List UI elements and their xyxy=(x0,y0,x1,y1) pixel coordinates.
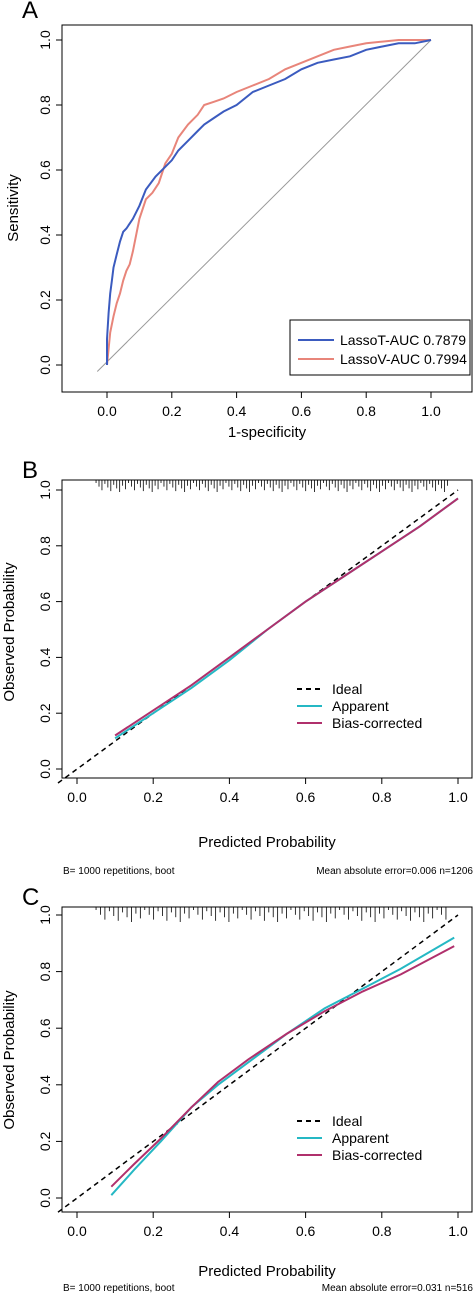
bias-corrected-line xyxy=(114,497,459,737)
legend-box xyxy=(289,319,471,376)
series-line-lassov xyxy=(106,39,431,366)
legend-label-ideal: Ideal xyxy=(332,681,362,697)
calibration-panel-training: 0.0 0.2 0.4 0.6 0.8 1.0 0.0 0.2 0.4 0.6 0.8 1.0 Pr… xyxy=(1,479,473,877)
reference-diagonal xyxy=(96,39,432,372)
x-axis-label: 1-specificity xyxy=(228,424,307,441)
x-axis: 0.0 0.2 0.4 0.6 0.8 1.0 xyxy=(67,1212,468,1239)
x-tick-label: 0.6 xyxy=(292,403,312,419)
y-tick-label: 1.0 xyxy=(37,480,53,500)
x-tick-label: 0.2 xyxy=(162,403,182,419)
y-tick-label: 0.6 xyxy=(37,592,53,612)
legend: Ideal Apparent Bias-corrected xyxy=(297,1113,422,1163)
footnote-right: Mean absolute error=0.031 n=516 xyxy=(322,1283,474,1294)
y-tick-label: 0.0 xyxy=(37,759,53,779)
x-tick-label: 0.4 xyxy=(220,1223,240,1239)
y-tick-label: 0.4 xyxy=(37,1075,53,1095)
plot-frame xyxy=(61,906,473,1213)
legend-label-bias-corrected: Bias-corrected xyxy=(332,715,422,731)
footnote-left: B= 1000 repetitions, boot xyxy=(63,1283,175,1294)
panel-label-b: B xyxy=(22,457,38,484)
x-tick-label: 0.0 xyxy=(67,1223,87,1239)
x-tick-label: 0.8 xyxy=(356,403,376,419)
y-tick-label: 0.4 xyxy=(37,647,53,667)
legend-label-bias-corrected: Bias-corrected xyxy=(332,1147,422,1163)
x-tick-label: 0.2 xyxy=(143,789,163,805)
rug-marks xyxy=(95,907,447,922)
y-tick-label: 1.0 xyxy=(37,30,53,50)
legend-label-apparent: Apparent xyxy=(332,1130,389,1146)
y-axis-label: Sensitivity xyxy=(5,174,22,242)
y-tick-label: 0.8 xyxy=(37,95,53,115)
y-tick-label: 0.2 xyxy=(37,1131,53,1151)
bias-corrected-line xyxy=(110,945,455,1188)
y-tick-label: 0.8 xyxy=(37,962,53,982)
x-tick-label: 0.4 xyxy=(227,403,247,419)
x-axis: 0.0 0.2 0.4 0.6 0.8 1.0 xyxy=(97,392,441,419)
y-tick-label: 0.6 xyxy=(37,1018,53,1038)
y-tick-label: 0.2 xyxy=(37,703,53,723)
x-tick-label: 1.0 xyxy=(448,789,468,805)
y-tick-label: 1.0 xyxy=(37,905,53,925)
x-tick-label: 0.0 xyxy=(67,789,87,805)
x-tick-label: 0.6 xyxy=(296,1223,316,1239)
legend-label-lassov: LassoV-AUC 0.7994 xyxy=(340,351,467,367)
x-tick-label: 0.8 xyxy=(372,1223,392,1239)
panel-label-c: C xyxy=(22,884,39,911)
x-axis-label: Predicted Probability xyxy=(198,834,336,851)
legend: Ideal Apparent Bias-corrected xyxy=(297,681,422,731)
rug-marks xyxy=(95,480,448,492)
plot-frame xyxy=(61,24,473,393)
x-tick-label: 0.6 xyxy=(296,789,316,805)
ideal-line xyxy=(57,914,459,1213)
y-tick-label: 0.0 xyxy=(37,1188,53,1208)
legend-label-lassot: LassoT-AUC 0.7879 xyxy=(340,332,466,348)
series-line-lassot xyxy=(106,39,432,365)
y-tick-label: 0.8 xyxy=(37,536,53,556)
x-tick-label: 0.2 xyxy=(143,1223,163,1239)
footnote-left: B= 1000 repetitions, boot xyxy=(63,866,175,877)
x-tick-label: 1.0 xyxy=(448,1223,468,1239)
y-tick-label: 0.2 xyxy=(37,290,53,310)
y-tick-label: 0.6 xyxy=(37,160,53,180)
roc-panel: 0.0 0.2 0.4 0.6 0.8 1.0 0.0 0.2 0.4 0.6 0.8 1.0 1-… xyxy=(5,24,473,441)
apparent-line xyxy=(110,936,455,1196)
y-axis: 0.0 0.2 0.4 0.6 0.8 1.0 xyxy=(37,480,62,779)
y-axis: 0.0 0.2 0.4 0.6 0.8 1.0 xyxy=(37,905,62,1208)
footnote-right: Mean absolute error=0.006 n=1206 xyxy=(316,866,473,877)
x-axis-label: Predicted Probability xyxy=(198,1263,336,1280)
legend-label-apparent: Apparent xyxy=(332,698,389,714)
x-tick-label: 0.4 xyxy=(220,789,240,805)
x-tick-label: 1.0 xyxy=(421,403,441,419)
x-axis: 0.0 0.2 0.4 0.6 0.8 1.0 xyxy=(67,778,468,805)
panel-label-a: A xyxy=(22,0,38,24)
x-tick-label: 0.8 xyxy=(372,789,392,805)
y-tick-label: 0.4 xyxy=(37,225,53,245)
y-axis-label: Observed Probability xyxy=(1,990,18,1130)
legend-label-ideal: Ideal xyxy=(332,1113,362,1129)
y-axis: 0.0 0.2 0.4 0.6 0.8 1.0 xyxy=(37,30,62,375)
legend: LassoT-AUC 0.7879 LassoV-AUC 0.7994 xyxy=(289,319,471,376)
calibration-panel-validation: 0.0 0.2 0.4 0.6 0.8 1.0 0.0 0.2 0.4 0.6 0.8 1.0 Pr… xyxy=(1,905,473,1294)
x-tick-label: 0.0 xyxy=(97,403,117,419)
y-axis-label: Observed Probability xyxy=(1,562,18,702)
y-tick-label: 0.0 xyxy=(37,355,53,375)
